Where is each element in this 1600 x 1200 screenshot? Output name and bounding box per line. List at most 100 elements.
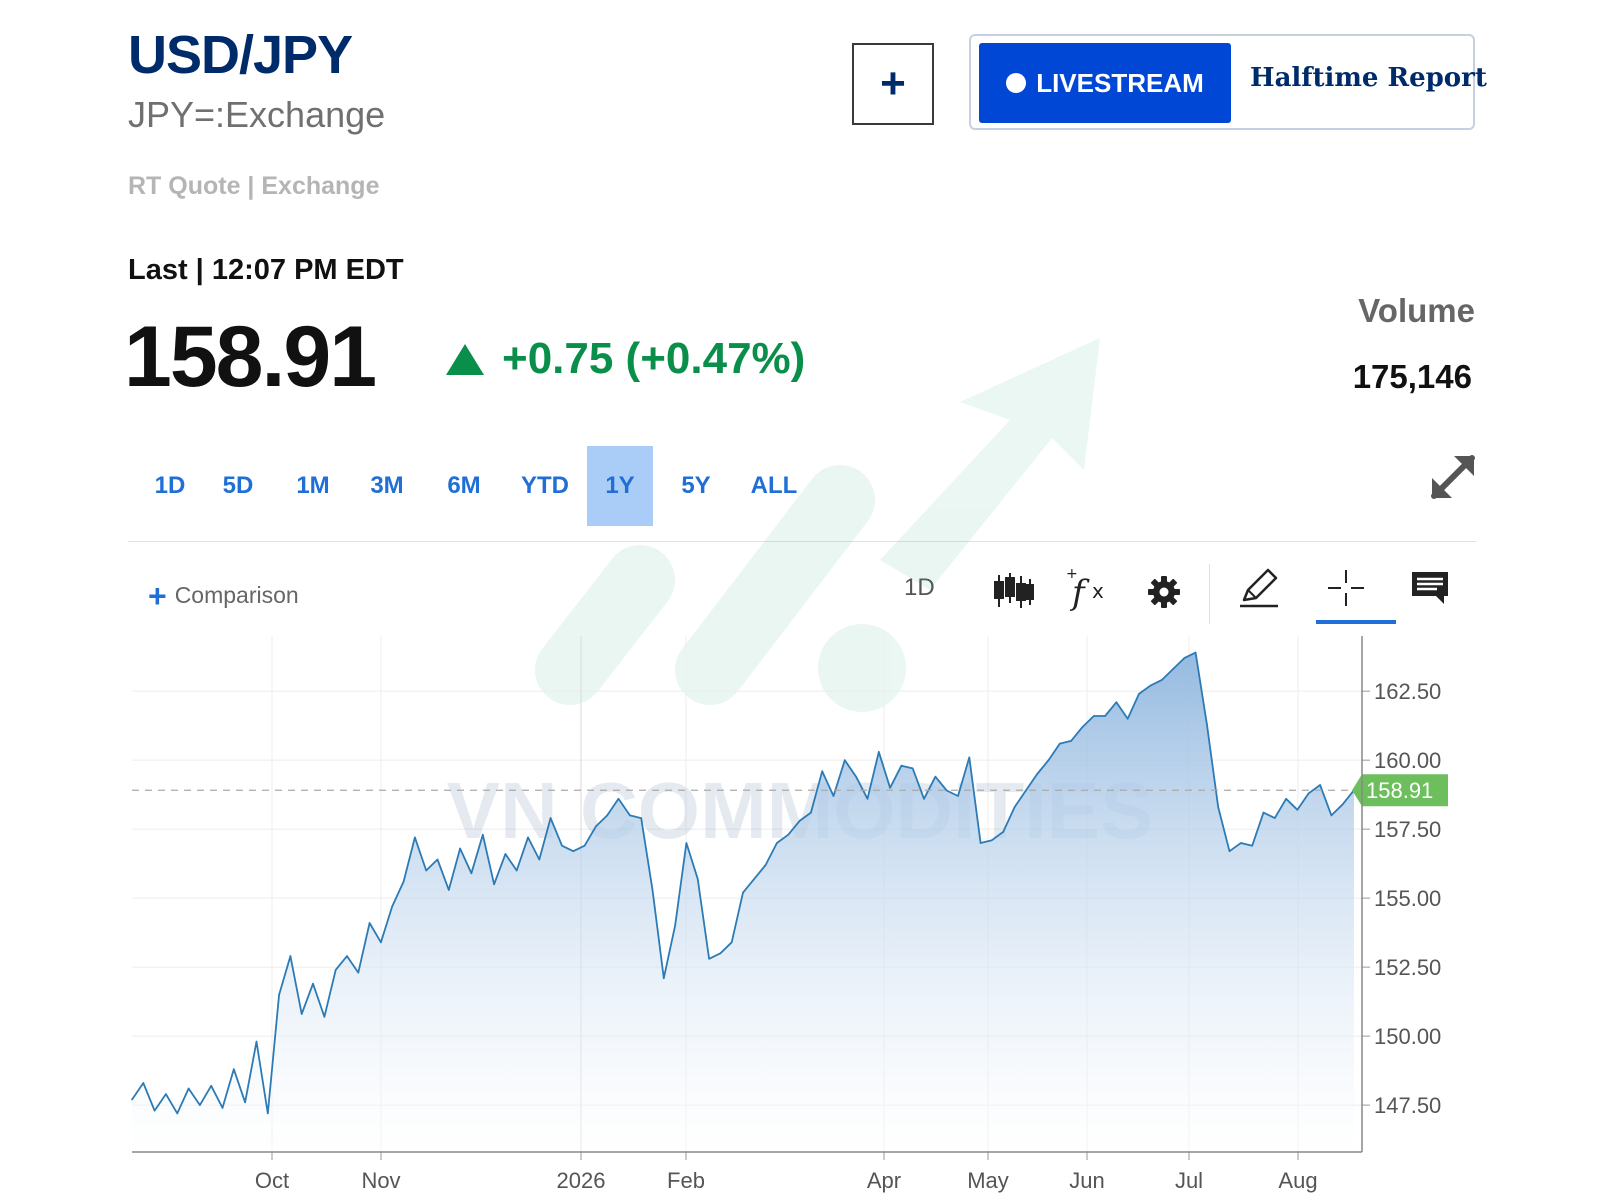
y-tick-label: 147.50 <box>1374 1093 1441 1118</box>
range-tab-6m[interactable]: 6M <box>447 472 481 499</box>
data-point <box>515 869 518 872</box>
data-point <box>787 833 790 836</box>
volume-value: 175,146 <box>1352 358 1472 395</box>
x-tick-label: Aug <box>1278 1168 1317 1193</box>
livestream-button[interactable]: LIVESTREAM <box>979 43 1231 123</box>
data-point <box>267 1112 269 1115</box>
data-point <box>911 767 914 770</box>
data-point <box>1217 806 1219 808</box>
expand-icon[interactable] <box>1428 452 1478 502</box>
data-point <box>187 1087 190 1090</box>
y-tick-label: 150.00 <box>1374 1024 1441 1049</box>
data-point <box>1115 701 1118 703</box>
data-point <box>923 798 925 800</box>
divider <box>128 541 1476 542</box>
toolbar-divider <box>1209 564 1210 624</box>
data-point <box>617 798 620 800</box>
data-point <box>629 814 631 817</box>
last-trade-time: Last | 12:07 PM EDT <box>128 254 404 286</box>
data-point <box>708 958 710 960</box>
data-point <box>176 1112 179 1115</box>
data-point <box>561 844 563 847</box>
last-price: 158.91 <box>124 309 377 405</box>
data-point <box>538 858 541 861</box>
data-point <box>1307 792 1310 795</box>
data-point <box>572 850 575 852</box>
function-icon[interactable]: + f x <box>1066 566 1112 614</box>
data-point <box>278 993 280 996</box>
data-point <box>470 872 473 875</box>
data-point <box>549 817 552 819</box>
data-point <box>1047 759 1050 761</box>
data-point <box>1025 789 1027 792</box>
y-tick-label: 162.50 <box>1374 679 1441 704</box>
data-point <box>391 905 394 908</box>
range-tab-3m[interactable]: 3M <box>370 472 404 499</box>
data-point <box>889 787 891 789</box>
comparison-label: Comparison <box>174 582 299 608</box>
data-point <box>651 889 654 891</box>
range-tab-all[interactable]: ALL <box>750 472 798 499</box>
data-point <box>640 817 642 819</box>
data-point <box>1251 844 1253 847</box>
data-point <box>244 1101 246 1104</box>
data-point <box>878 751 880 753</box>
y-tick-label: 157.50 <box>1374 817 1441 842</box>
comment-icon[interactable] <box>1410 570 1450 606</box>
data-point <box>142 1082 145 1084</box>
data-point <box>1104 715 1106 717</box>
area-fill <box>132 652 1354 1152</box>
data-point <box>764 864 767 866</box>
data-point <box>776 842 778 844</box>
data-point <box>730 941 733 944</box>
data-point <box>866 798 869 800</box>
data-point <box>1341 803 1344 806</box>
plus-icon: + <box>148 578 167 614</box>
data-point <box>1093 715 1095 717</box>
data-point <box>334 969 337 971</box>
data-point <box>595 825 597 828</box>
data-point <box>312 982 314 985</box>
exchange-name: JPY=:Exchange <box>128 94 386 135</box>
data-point <box>1059 742 1061 745</box>
data-point <box>221 1107 224 1109</box>
crosshair-icon[interactable] <box>1326 568 1366 608</box>
data-point <box>459 847 461 850</box>
data-point <box>991 839 993 841</box>
range-tab-ytd[interactable]: YTD <box>521 472 569 499</box>
livestream-panel <box>969 34 1475 130</box>
interval-button[interactable]: 1D <box>904 574 935 601</box>
data-point <box>482 833 484 836</box>
y-tick-label: 155.00 <box>1374 886 1441 911</box>
x-tick-label: May <box>967 1168 1009 1193</box>
range-tab-1y[interactable]: 1Y <box>587 446 653 526</box>
range-tab-1m[interactable]: 1M <box>296 472 330 499</box>
gear-icon[interactable] <box>1146 574 1182 610</box>
series-layer <box>131 651 1362 1152</box>
add-to-watchlist-button[interactable]: + <box>852 43 934 125</box>
data-point <box>300 1013 303 1015</box>
data-point <box>1274 817 1276 819</box>
data-point <box>448 889 450 891</box>
range-tab-1d[interactable]: 1D <box>154 472 186 499</box>
data-point <box>210 1085 212 1087</box>
range-tab-5d[interactable]: 5D <box>222 472 254 499</box>
candlestick-icon[interactable] <box>992 570 1034 612</box>
comparison-button[interactable]: + Comparison <box>148 578 299 615</box>
data-point <box>1262 811 1265 814</box>
halftime-report-link[interactable]: Halftime Report <box>1250 63 1487 93</box>
data-point <box>199 1104 201 1106</box>
x-tick-label: Apr <box>867 1168 901 1193</box>
last-price-tag-label: 158.91 <box>1366 778 1433 803</box>
data-point <box>1330 814 1333 817</box>
data-point <box>402 880 405 883</box>
data-point <box>380 941 382 944</box>
range-tab-5y[interactable]: 5Y <box>681 472 711 499</box>
x-tick-label: Jun <box>1069 1168 1104 1193</box>
quote-source: RT Quote | Exchange <box>128 172 380 200</box>
x-tick-label: 2026 <box>557 1168 606 1193</box>
pencil-icon[interactable] <box>1238 566 1282 610</box>
data-point <box>1013 806 1016 808</box>
data-point <box>1126 718 1129 720</box>
svg-text:x: x <box>1092 579 1104 603</box>
